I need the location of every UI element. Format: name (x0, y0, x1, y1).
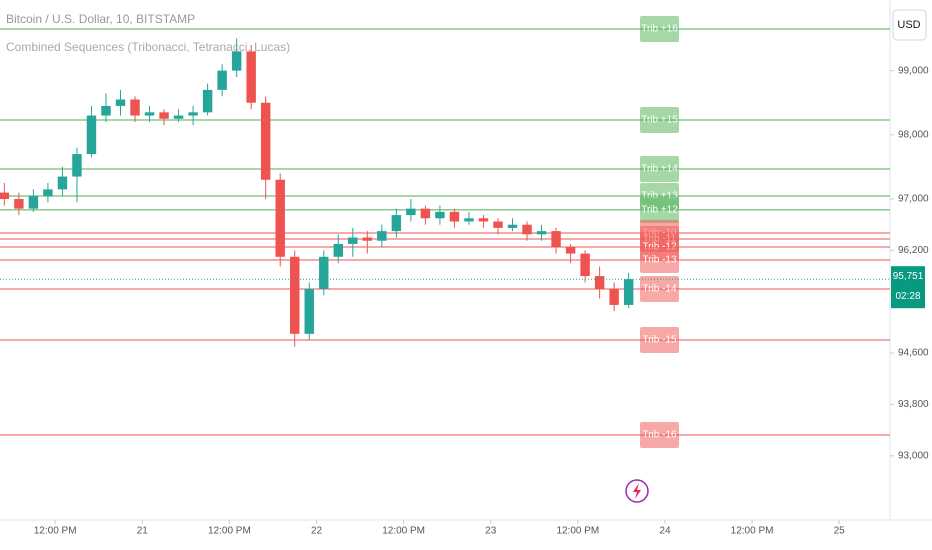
candle-body (580, 253, 590, 277)
candle-body (246, 51, 256, 103)
candle-body (115, 99, 126, 106)
candle-body (464, 218, 474, 222)
candle-body (217, 70, 227, 90)
level-label-box (640, 16, 679, 43)
level-label: Trib +14 (641, 164, 678, 175)
candle-body (420, 208, 431, 219)
x-tick-label: 21 (137, 526, 149, 537)
y-tick-label: 93,800 (898, 399, 929, 410)
candle-body (0, 192, 10, 200)
x-tick-label: 22 (311, 526, 323, 537)
candle-body (275, 179, 285, 257)
currency-label[interactable]: USD (897, 19, 920, 31)
candle-body (290, 256, 300, 334)
last-price-label: 95,751 (893, 271, 924, 282)
candle-body (449, 211, 460, 222)
candle-body (28, 195, 39, 209)
level-label-box (640, 107, 679, 134)
candle-body (522, 224, 532, 235)
x-tick-label: 23 (485, 526, 497, 537)
candle-body (260, 102, 271, 180)
level-label-box (640, 156, 679, 183)
candle-body (362, 237, 373, 241)
plot-area: Trib +16 Trib +15 Trib +14 Trib +13 Trib +12… (0, 16, 890, 449)
candle-body (188, 112, 198, 116)
candle-body (231, 51, 242, 71)
candle-body (173, 115, 184, 119)
candle-body (565, 247, 576, 254)
candle-body (202, 89, 213, 113)
x-tick-label: 12:00 PM (208, 526, 251, 537)
level-label: Trib -15 (642, 335, 677, 346)
x-tick-label: 12:00 PM (34, 526, 77, 537)
candle-body (348, 237, 358, 244)
level-label-box (640, 422, 679, 449)
x-tick-label: 12:00 PM (731, 526, 774, 537)
candle-body (406, 208, 416, 216)
candle-body (377, 231, 387, 241)
level-label: Trib +13 (641, 191, 678, 202)
candle-body (319, 256, 329, 289)
y-tick-label: 97,000 (898, 194, 929, 205)
x-tick-label: 25 (834, 526, 846, 537)
candle-body (493, 221, 503, 228)
level-label-box (640, 276, 679, 303)
last-price-badge (891, 266, 925, 309)
level-label: Trib -14 (642, 284, 677, 295)
candle-body (609, 288, 619, 305)
y-tick-label: 99,000 (898, 65, 929, 76)
candle-body (159, 112, 169, 119)
candle-body (333, 243, 344, 257)
y-tick-label: 93,000 (898, 450, 929, 461)
candle-body (101, 105, 111, 116)
level-label: Trib +12 (641, 205, 678, 216)
candle-body (623, 279, 634, 305)
candle-body (130, 99, 140, 116)
candle-body (304, 288, 314, 334)
x-tick-label: 24 (659, 526, 671, 537)
level-label: Trib +16 (641, 24, 678, 35)
y-tick-label: 98,000 (898, 129, 929, 140)
level-label-box (640, 326, 679, 353)
y-tick-label: 96,200 (898, 245, 929, 256)
countdown: 02:28 (895, 291, 920, 302)
lightning-icon (625, 479, 649, 503)
indicator-name: Combined Sequences (Tribonacci, Tetranac… (6, 40, 290, 54)
chart-title: Bitcoin / U.S. Dollar, 10, BITSTAMP (6, 12, 195, 26)
x-tick-label: 12:00 PM (556, 526, 599, 537)
candle-body (72, 154, 82, 177)
candle-body (478, 218, 489, 222)
level-label: Trib -13 (642, 255, 677, 266)
candle-body (391, 215, 402, 232)
candle-body (536, 231, 547, 235)
candle-body (57, 176, 68, 190)
y-tick-label: 94,600 (898, 348, 929, 359)
x-tick-label: 12:00 PM (382, 526, 425, 537)
candle-body (43, 189, 53, 196)
level-label: Trib -16 (642, 430, 677, 441)
candle-body (551, 231, 561, 248)
candle-body (594, 276, 605, 289)
candle-body (14, 199, 24, 209)
level-label: Trib +15 (641, 115, 678, 126)
candle-body (86, 115, 97, 155)
candle-body (435, 211, 445, 219)
candle-body (507, 224, 518, 228)
currency-button[interactable] (892, 9, 927, 41)
level-label-box (640, 247, 679, 273)
level-label-box (640, 196, 679, 223)
candle-body (144, 112, 155, 116)
